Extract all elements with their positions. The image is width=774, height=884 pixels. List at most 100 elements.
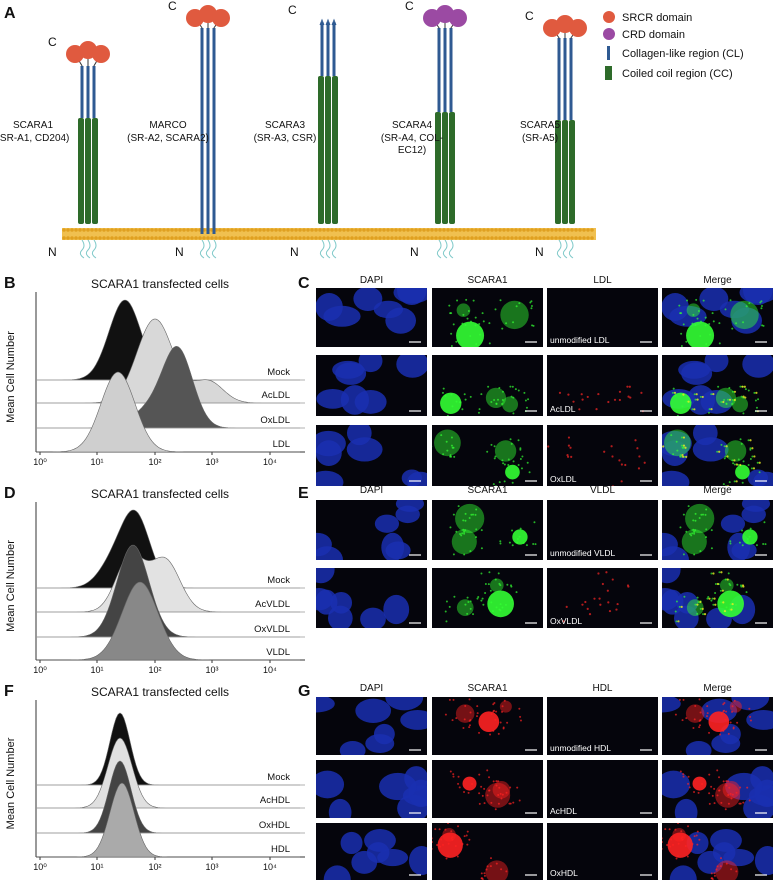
stain-dot — [696, 612, 699, 615]
stain-dot — [716, 794, 719, 797]
lipid — [426, 228, 430, 232]
stain-dot — [716, 865, 719, 868]
lipid-dot — [687, 400, 690, 403]
stain-dot — [464, 603, 467, 606]
stain-dot — [717, 385, 720, 388]
stain-dot — [509, 385, 512, 388]
lipid — [90, 236, 94, 240]
lipid-dot — [725, 445, 728, 448]
stain-blob — [456, 599, 474, 617]
stain-dot — [685, 717, 688, 720]
receptor-name: SCARA1 — [13, 120, 53, 131]
stain-dot — [448, 605, 451, 608]
x-tick-label: 10¹ — [90, 862, 103, 872]
x-tick-label: 10⁰ — [33, 862, 47, 872]
stain-dot — [474, 513, 477, 516]
column-header: VLDL — [590, 485, 615, 496]
stain-dot — [481, 312, 484, 315]
lipid — [226, 228, 230, 232]
stain-dot — [725, 710, 728, 713]
stain-dot — [469, 607, 472, 610]
stain-dot — [729, 540, 732, 543]
stain-dot — [470, 513, 473, 516]
lipid — [502, 236, 506, 240]
lipid — [470, 236, 474, 240]
stain-dot — [680, 345, 683, 347]
stain-dot — [509, 584, 512, 587]
stain-dot — [516, 538, 519, 541]
lipid — [486, 236, 490, 240]
micrograph-content — [316, 425, 427, 486]
lipid — [298, 228, 302, 232]
x-tick-label: 10⁴ — [263, 862, 277, 872]
tail — [325, 239, 331, 259]
stain-dot — [699, 607, 702, 610]
stain-dot — [449, 526, 452, 529]
nucleus — [662, 697, 681, 713]
row-label: unmodified LDL — [550, 335, 610, 345]
stain-dot — [527, 398, 530, 401]
tail — [91, 239, 97, 259]
collagen-stalk — [200, 28, 204, 234]
lipid-dot — [695, 393, 698, 396]
stain-dot — [662, 847, 663, 850]
stain-dot — [758, 471, 761, 474]
stain-dot — [497, 572, 500, 575]
stain-dot — [525, 544, 528, 547]
lipid — [262, 228, 266, 232]
stain-dot — [478, 323, 481, 326]
lipid — [510, 228, 514, 232]
stain-dot — [747, 389, 750, 392]
lipid-dot — [608, 609, 612, 613]
stain-dot — [706, 705, 709, 708]
micrograph — [432, 355, 543, 416]
nucleus — [316, 770, 345, 799]
lipid — [382, 236, 386, 240]
stain-dot — [705, 508, 708, 511]
stain-dot — [735, 870, 738, 873]
lipid — [186, 228, 190, 232]
lipid — [218, 228, 222, 232]
domain-head — [92, 45, 110, 63]
stain-dot — [486, 865, 489, 868]
stain-dot — [450, 345, 453, 347]
receptor-name: SCARA3 — [265, 120, 305, 131]
stain-dot — [706, 712, 709, 715]
collagen-stalk — [332, 22, 336, 76]
lipid — [534, 228, 538, 232]
n-terminus: N — [290, 245, 299, 259]
micrograph — [432, 697, 543, 755]
lipid-dot — [624, 463, 627, 467]
lipid-dot — [570, 455, 573, 458]
nucleus — [328, 798, 352, 818]
stain-dot — [444, 828, 447, 831]
stain-dot — [446, 449, 449, 452]
micrograph — [316, 355, 427, 416]
stain-dot — [476, 705, 479, 708]
lipid — [110, 228, 114, 232]
lipid — [442, 236, 446, 240]
stain-dot — [448, 698, 451, 701]
stain-dot — [495, 485, 497, 486]
stain-blob — [735, 464, 750, 480]
stain-dot — [508, 802, 511, 805]
column-header: HDL — [592, 683, 612, 694]
lipid-dot — [662, 445, 665, 448]
x-tick-label: 10² — [148, 457, 161, 467]
stain-dot — [684, 845, 687, 848]
stain-dot — [451, 719, 454, 722]
lipid — [186, 236, 190, 240]
stain-blob — [667, 832, 693, 858]
stain-dot — [708, 773, 711, 776]
lipid-dot — [753, 455, 756, 458]
stain-dot — [734, 603, 737, 606]
lipid — [78, 228, 82, 232]
legend-text: SRCR domain — [622, 12, 692, 24]
stain-dot — [698, 726, 701, 729]
lipid-dot — [626, 385, 629, 388]
stain-dot — [720, 601, 723, 604]
lipid — [98, 228, 102, 232]
stain-dot — [762, 542, 765, 545]
lipid — [170, 228, 174, 232]
lipid — [574, 228, 578, 232]
